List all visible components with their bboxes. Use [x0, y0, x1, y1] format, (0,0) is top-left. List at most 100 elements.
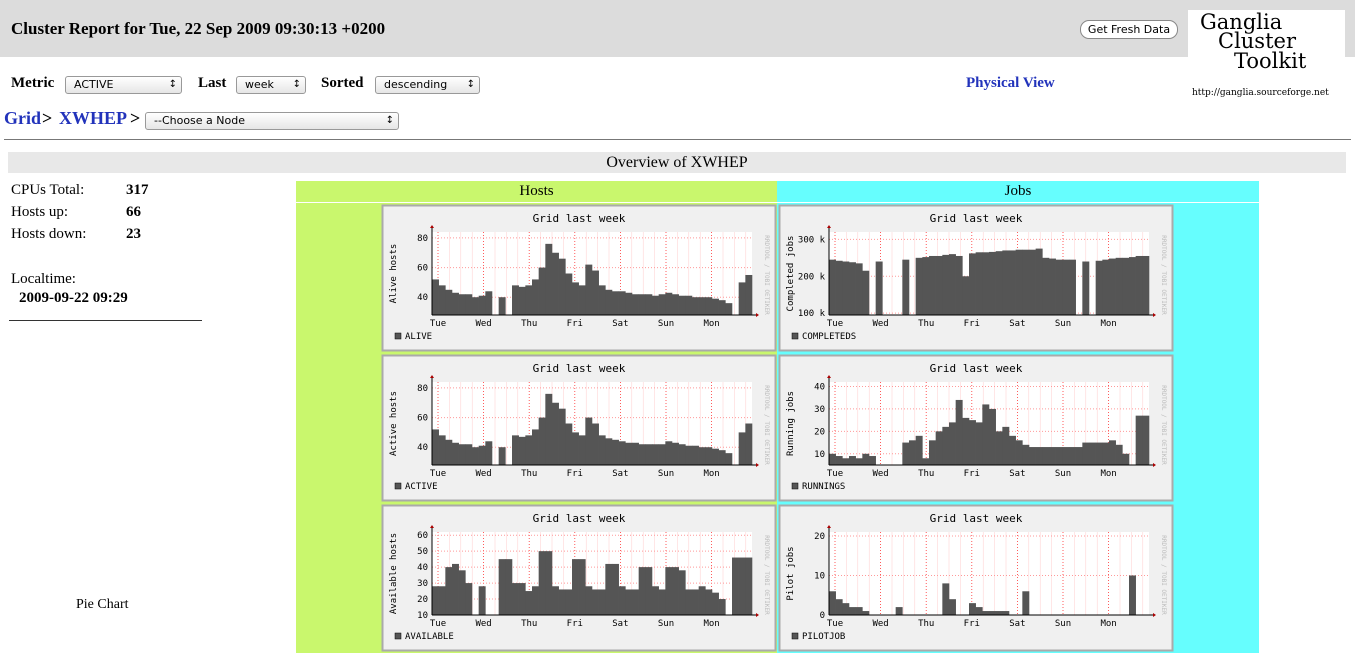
localtime: 2009-09-22 09:29	[19, 290, 128, 306]
bar	[849, 607, 856, 615]
bar	[725, 303, 733, 315]
bar	[538, 551, 546, 615]
graph-title: Grid last week	[930, 512, 1023, 525]
bar	[1115, 444, 1123, 465]
bar	[572, 559, 579, 615]
bar	[552, 402, 559, 465]
bar	[665, 567, 673, 615]
bar	[685, 589, 693, 615]
bar	[1009, 250, 1016, 315]
x-tick-label: Mon	[703, 619, 719, 629]
bar	[745, 423, 753, 465]
bar	[1082, 261, 1090, 315]
metric-select[interactable]: ACTIVE	[65, 76, 182, 94]
separator: >	[130, 108, 141, 128]
bar	[1042, 257, 1050, 315]
stat-label: Hosts up:	[11, 204, 69, 220]
bar	[1095, 260, 1103, 315]
bar	[969, 603, 976, 615]
sorted-select[interactable]: descending	[375, 76, 480, 94]
x-tick-label: Fri	[567, 319, 583, 329]
bar	[862, 270, 870, 315]
physical-view-link[interactable]: Physical View	[966, 75, 1055, 91]
bar	[909, 440, 916, 465]
bar	[432, 429, 439, 465]
bar	[842, 603, 850, 615]
x-tick-label: Tue	[430, 469, 446, 479]
x-tick-label: Mon	[1100, 319, 1116, 329]
bar	[842, 261, 850, 315]
bar	[1062, 259, 1070, 315]
bar	[665, 441, 673, 465]
bar	[1075, 447, 1083, 465]
logo-text: Cluster	[1218, 29, 1296, 53]
bar	[698, 297, 706, 315]
graph-title: Grid last week	[533, 512, 626, 525]
bar	[1142, 415, 1150, 465]
x-tick-label: Wed	[872, 469, 888, 479]
bar	[625, 589, 633, 615]
x-tick-label: Sun	[658, 619, 674, 629]
bar	[445, 439, 453, 465]
bar	[458, 570, 466, 615]
y-axis-label: Active hosts	[389, 391, 399, 456]
bar	[829, 591, 836, 615]
logo-url: http://ganglia.sourceforge.net	[1192, 88, 1329, 98]
fresh-data-button[interactable]: Get Fresh Data	[1080, 20, 1178, 39]
x-tick-label: Sat	[612, 319, 628, 329]
bar	[452, 563, 459, 615]
bar	[915, 257, 923, 315]
bar	[465, 583, 473, 615]
bar	[465, 444, 473, 465]
legend-swatch	[791, 632, 799, 640]
y-tick-label: 10	[417, 611, 428, 621]
bar	[485, 441, 493, 465]
bar	[1129, 257, 1136, 315]
bar	[592, 423, 599, 465]
bar	[578, 559, 586, 615]
grid-link[interactable]: Grid	[4, 108, 42, 128]
bar	[478, 586, 486, 615]
bar	[445, 289, 453, 315]
bar	[585, 586, 593, 615]
legend-swatch	[791, 332, 799, 340]
bar	[718, 300, 726, 315]
bar	[618, 586, 626, 615]
cluster-link[interactable]: XWHEP	[59, 108, 128, 128]
bar	[678, 570, 686, 615]
bar	[678, 295, 686, 315]
bar	[512, 583, 519, 615]
bar	[472, 297, 479, 315]
bar	[625, 442, 633, 465]
side-text: RRDTOOL / TOBI OETIKER	[763, 235, 770, 315]
bar	[982, 252, 990, 315]
bar	[572, 432, 579, 465]
divider	[4, 139, 1351, 140]
bar	[855, 607, 863, 615]
bar	[525, 591, 533, 615]
legend-text: COMPLETEDS	[802, 332, 856, 342]
bar	[982, 611, 990, 615]
bar	[949, 254, 956, 315]
bar	[862, 453, 870, 465]
bar	[875, 261, 883, 315]
bar	[902, 259, 910, 315]
bar	[842, 458, 850, 465]
x-tick-label: Mon	[703, 469, 719, 479]
bar	[1015, 249, 1023, 315]
legend-swatch	[394, 632, 402, 640]
bar	[438, 435, 446, 465]
y-tick-label: 80	[417, 384, 428, 394]
x-tick-label: Sat	[612, 619, 628, 629]
bar	[725, 453, 733, 465]
last-select[interactable]: week	[236, 76, 306, 94]
bar	[745, 274, 753, 315]
y-tick-label: 30	[417, 579, 428, 589]
node-select[interactable]: --Choose a Node	[145, 112, 399, 130]
pie-chart-link[interactable]: Pie Chart	[76, 597, 129, 612]
bar	[1049, 447, 1056, 465]
bar	[1089, 442, 1096, 465]
bar	[578, 435, 586, 465]
bar	[942, 254, 950, 315]
bar	[1062, 447, 1070, 465]
